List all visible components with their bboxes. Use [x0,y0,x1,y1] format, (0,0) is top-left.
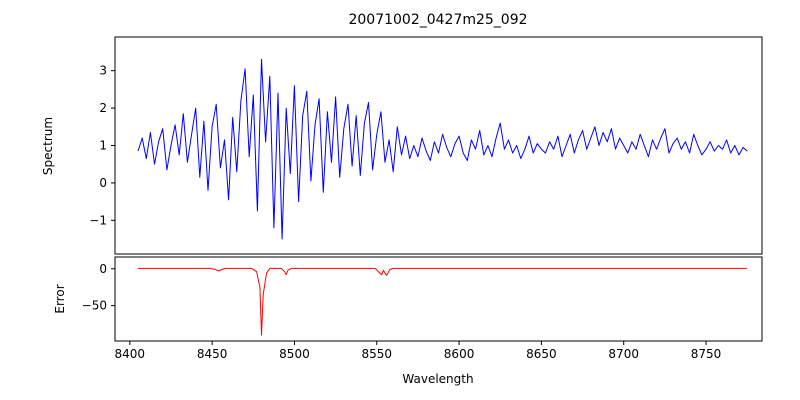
axes-frame-spectrum [114,36,763,255]
spectrum-line [137,58,748,240]
y-axis-label-spectrum: Spectrum [41,116,55,176]
y-tick-label-spectrum: 3 [99,64,107,78]
error-line [138,267,748,336]
x-tick-label: 8750 [691,347,722,361]
x-tick-label: 8700 [608,347,639,361]
y-tick-label-spectrum: 0 [99,176,107,190]
x-tick-label: 8600 [444,347,475,361]
x-tick-label: 8650 [526,347,557,361]
chart-title: 20071002_0427m25_092 [348,12,528,28]
axes-frame-error [114,256,763,342]
x-tick-label: 8500 [279,347,310,361]
y-tick-label-error: 0 [99,262,107,276]
x-tick-label: 8450 [197,347,228,361]
x-axis-label: Wavelength [402,372,474,386]
y-tick-label-error: −50 [82,299,107,313]
y-axis-label-error: Error [53,284,67,314]
y-tick-label-spectrum: 2 [99,101,107,115]
y-tick-label-spectrum: −1 [89,213,107,227]
y-tick-label-spectrum: 1 [99,139,107,153]
x-tick-label: 8550 [361,347,392,361]
x-tick-label: 8400 [115,347,146,361]
